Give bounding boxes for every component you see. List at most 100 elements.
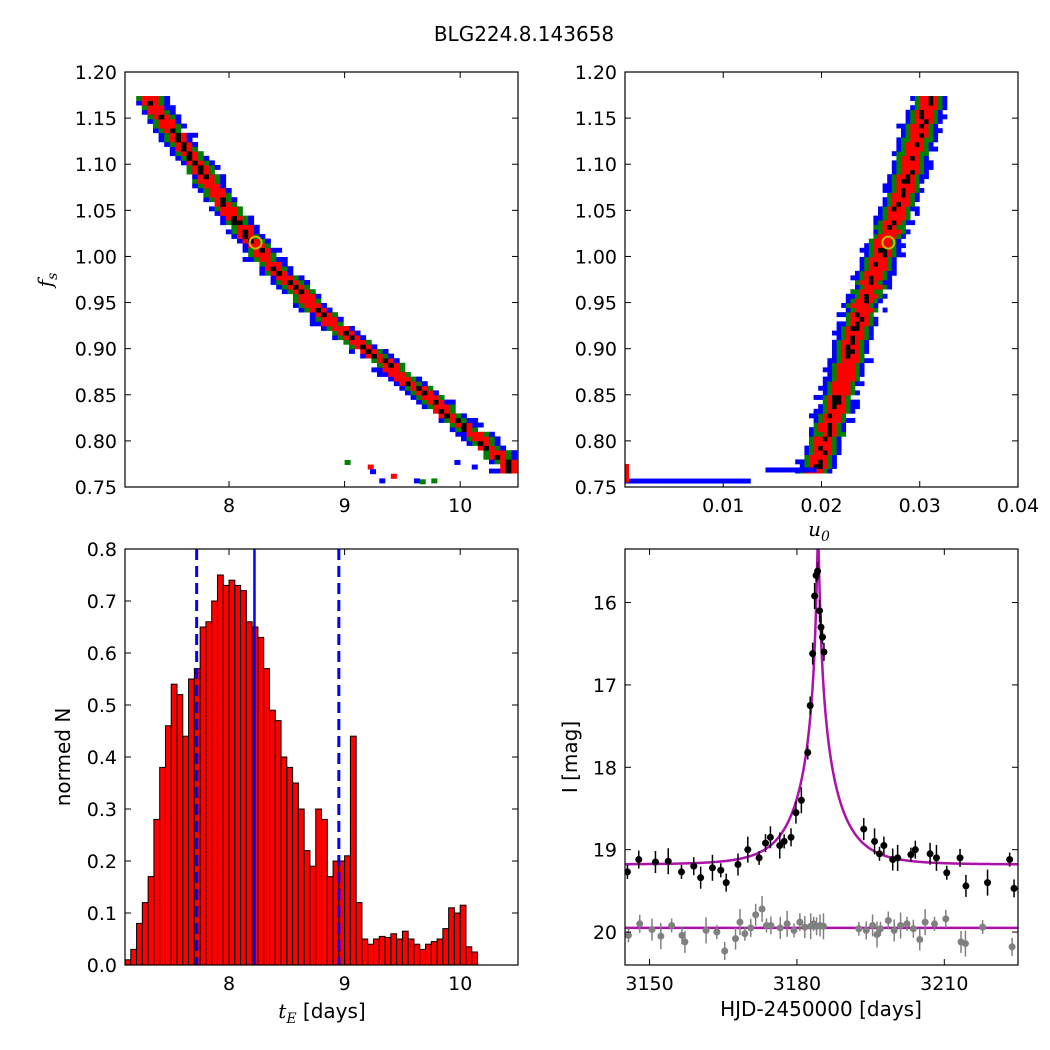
- likelihood-cell: [914, 119, 920, 124]
- event-data-point: [943, 869, 951, 877]
- likelihood-cell: [326, 316, 333, 322]
- likelihood-cell: [910, 146, 916, 152]
- likelihood-cell: [855, 298, 860, 304]
- likelihood-cell: [153, 109, 159, 115]
- likelihood-cell: [192, 178, 199, 184]
- event-data-point: [932, 854, 940, 862]
- likelihood-cell: [809, 436, 814, 442]
- likelihood-cell: [914, 192, 920, 198]
- likelihood-cell: [896, 220, 902, 226]
- likelihood-cell: [813, 427, 819, 433]
- likelihood-cell: [276, 266, 283, 272]
- likelihood-cell: [832, 408, 837, 414]
- likelihood-cell: [896, 197, 902, 203]
- likelihood-cell: [225, 215, 232, 221]
- likelihood-cell: [845, 390, 851, 396]
- likelihood-cell: [910, 188, 916, 193]
- likelihood-cell: [850, 408, 856, 414]
- likelihood-cell: [461, 431, 467, 437]
- likelihood-cell: [248, 247, 255, 253]
- likelihood-cell: [427, 390, 434, 396]
- likelihood-cell: [910, 178, 916, 184]
- likelihood-cell: [850, 358, 856, 364]
- likelihood-cell: [864, 275, 870, 281]
- likelihood-cell: [309, 289, 316, 295]
- likelihood-cell: [309, 312, 316, 318]
- likelihood-cell: [818, 422, 824, 428]
- likelihood-cell: [901, 206, 906, 212]
- likelihood-cell: [905, 215, 911, 221]
- likelihood-cell: [937, 96, 943, 101]
- likelihood-cell: [795, 459, 801, 465]
- likelihood-cell: [186, 155, 193, 161]
- likelihood-cell: [147, 114, 154, 120]
- likelihood-cell: [868, 321, 874, 327]
- likelihood-cell: [293, 275, 299, 281]
- histogram-bar: [349, 735, 357, 966]
- likelihood-cell: [887, 252, 893, 258]
- likelihood-cell: [873, 293, 879, 299]
- likelihood-cell: [472, 431, 479, 437]
- likelihood-cell: [914, 137, 920, 143]
- likelihood-cell: [455, 413, 462, 419]
- likelihood-cell: [511, 464, 518, 469]
- likelihood-cell: [813, 459, 819, 465]
- likelihood-cell: [933, 109, 939, 115]
- likelihood-cell: [887, 197, 893, 203]
- likelihood-cell: [855, 367, 860, 373]
- likelihood-cell: [388, 358, 395, 364]
- event-data-point: [651, 858, 659, 866]
- likelihood-cell: [928, 100, 934, 106]
- comparison-data-point: [702, 926, 710, 934]
- likelihood-cell: [192, 160, 199, 166]
- x-tick-label: 8: [223, 495, 235, 517]
- likelihood-cell: [197, 169, 204, 175]
- likelihood-cell: [910, 174, 916, 180]
- likelihood-cell: [827, 404, 833, 410]
- likelihood-cell: [360, 335, 367, 341]
- likelihood-cell: [164, 96, 171, 101]
- likelihood-cell: [905, 206, 911, 212]
- likelihood-cell: [845, 293, 851, 299]
- likelihood-cell: [878, 234, 883, 239]
- likelihood-cell: [344, 459, 351, 465]
- likelihood-cell: [438, 418, 445, 423]
- likelihood-cell: [841, 312, 847, 318]
- likelihood-cell: [891, 257, 897, 262]
- likelihood-cell: [855, 362, 860, 368]
- likelihood-cell: [910, 183, 916, 189]
- likelihood-cell: [905, 169, 911, 175]
- likelihood-cell: [910, 151, 916, 157]
- likelihood-cell: [836, 381, 842, 387]
- likelihood-cell: [455, 418, 462, 423]
- likelihood-cell: [818, 436, 824, 442]
- likelihood-cell: [164, 142, 171, 147]
- likelihood-cell: [354, 344, 361, 350]
- likelihood-cell: [136, 100, 143, 106]
- likelihood-cell: [253, 229, 260, 235]
- likelihood-cell: [813, 422, 819, 428]
- likelihood-cell: [919, 169, 925, 175]
- likelihood-cell: [873, 257, 879, 262]
- likelihood-cell: [850, 307, 856, 313]
- likelihood-cell: [845, 303, 851, 308]
- likelihood-cell: [868, 270, 874, 276]
- likelihood-cell: [878, 247, 883, 253]
- likelihood-cell: [360, 339, 367, 345]
- likelihood-cell: [393, 372, 400, 377]
- likelihood-cell: [850, 372, 856, 377]
- likelihood-cell: [818, 431, 824, 437]
- likelihood-cell: [864, 330, 870, 336]
- likelihood-cell: [933, 132, 939, 138]
- event-data-point: [722, 879, 730, 887]
- likelihood-cell: [298, 280, 305, 285]
- likelihood-cell: [910, 192, 916, 198]
- likelihood-cell: [326, 312, 333, 318]
- likelihood-cell: [850, 321, 856, 327]
- likelihood-cell: [413, 478, 420, 484]
- event-data-point: [780, 837, 788, 845]
- likelihood-cell: [836, 404, 842, 410]
- likelihood-cell: [427, 399, 434, 405]
- likelihood-cell: [511, 468, 518, 474]
- comparison-data-point: [776, 924, 784, 932]
